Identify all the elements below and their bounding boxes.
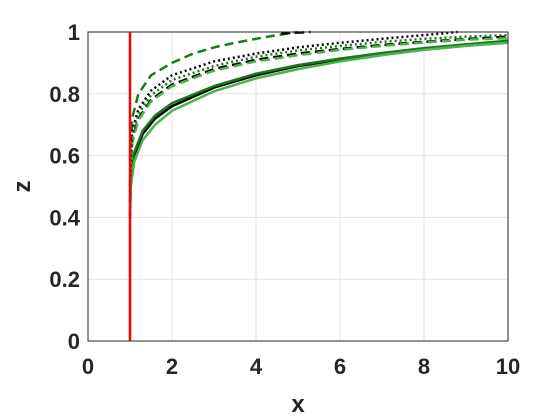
series-line-solid (128, 39, 509, 218)
series-line-solid (128, 41, 509, 218)
y-tick-label: 0 (68, 329, 80, 354)
series-line-dashed (128, 36, 509, 202)
x-tick-label: 2 (166, 354, 178, 379)
y-tick-labels: 0 0.2 0.4 0.6 0.8 1 (49, 20, 80, 354)
x-tick-labels: 0 2 4 6 8 10 (82, 354, 520, 379)
y-tick-label: 0.8 (49, 82, 80, 107)
axes-frame (87, 31, 509, 342)
x-tick-label: 10 (496, 354, 520, 379)
y-axis-label: z (9, 181, 36, 193)
y-tick-label: 0.4 (49, 205, 80, 230)
grid-lines (87, 31, 509, 342)
x-tick-label: 8 (418, 354, 430, 379)
series-line-solid (128, 40, 509, 218)
x-axis-label: x (291, 391, 305, 418)
x-tick-label: 6 (334, 354, 346, 379)
x-tick-label: 4 (250, 354, 263, 379)
y-tick-label: 1 (68, 20, 80, 45)
series-line-dashed (128, 30, 299, 187)
plot-area (128, 30, 509, 341)
series-line-dotted (128, 33, 509, 193)
y-tick-label: 0.6 (49, 144, 80, 169)
series-line-dashed (281, 30, 311, 35)
y-tick-label: 0.2 (49, 267, 80, 292)
x-tick-label: 0 (82, 354, 94, 379)
